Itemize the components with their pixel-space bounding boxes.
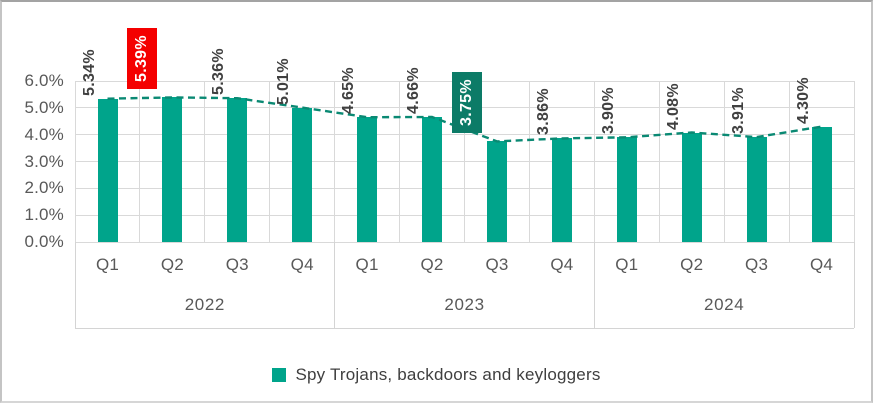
bar-2022-q3 (227, 98, 248, 242)
x-tick-label-2022-q2: Q2 (160, 255, 184, 274)
x-tick-label-2024-q4: Q4 (809, 255, 834, 274)
x-tick-label-2024-q2: Q2 (680, 255, 704, 274)
gridline-vertical (788, 81, 790, 242)
gridline-vertical (139, 81, 141, 242)
x-tick-label-2023-q1: Q1 (355, 255, 379, 274)
bar-2022-q4 (292, 107, 313, 242)
axis-band-bottom-border (75, 328, 854, 329)
year-group-separator (74, 242, 76, 328)
year-group-separator (334, 242, 336, 328)
gridline-vertical (723, 81, 725, 242)
gridline-vertical (853, 81, 855, 242)
x-tick-label-2023-q4: Q4 (550, 255, 574, 274)
year-group-separator (593, 242, 595, 328)
y-tick-label: 3.0% (24, 151, 64, 171)
gridline-vertical (204, 81, 206, 242)
plot-area (74, 80, 855, 243)
bar-2024-q1 (616, 137, 637, 242)
bar-2024-q3 (746, 137, 767, 242)
legend-color-swatch (272, 368, 287, 382)
y-tick-label: 2.0% (24, 178, 64, 198)
x-tick-label-2024-q1: Q1 (615, 255, 639, 274)
y-tick-label: 0.0% (24, 232, 64, 251)
x-tick-label-2024-q3: Q3 (745, 255, 769, 274)
gridline-horizontal (75, 241, 854, 243)
gridline-vertical (464, 81, 465, 242)
year-label-2022: 2022 (184, 295, 225, 314)
y-tick-label: 4.0% (24, 124, 64, 144)
bar-2023-q4 (551, 138, 572, 242)
bar-2024-q4 (811, 126, 832, 242)
legend: Spy Trojans, backdoors and keyloggers (2, 365, 871, 385)
y-tick-label: 1.0% (24, 205, 64, 225)
gridline-vertical (528, 81, 530, 242)
year-label-2023: 2023 (444, 295, 485, 314)
y-tick-label: 5.0% (24, 97, 64, 117)
year-label-2024: 2024 (704, 295, 745, 314)
y-tick-label: 6.0% (24, 71, 64, 90)
x-tick-label-2023-q2: Q2 (420, 255, 444, 274)
bar-2023-q1 (357, 117, 378, 242)
x-tick-label-2022-q1: Q1 (95, 255, 120, 274)
x-tick-label-2023-q3: Q3 (485, 255, 509, 274)
bar-2022-q2 (162, 97, 183, 242)
gridline-vertical (269, 81, 271, 242)
bar-2022-q1 (97, 98, 118, 242)
gridline-vertical (658, 81, 660, 242)
x-tick-label-2022-q4: Q4 (290, 255, 314, 274)
x-tick-label-2022-q3: Q3 (225, 255, 249, 274)
year-group-separator (853, 242, 855, 328)
bar-2023-q3 (487, 141, 507, 242)
gridline-vertical (399, 81, 401, 242)
gridline-vertical (334, 81, 336, 242)
bar-2023-q2 (422, 117, 442, 242)
bar-2024-q2 (681, 132, 702, 242)
legend-label: Spy Trojans, backdoors and keyloggers (295, 365, 601, 384)
gridline-vertical (593, 81, 595, 242)
gridline-vertical (74, 81, 76, 242)
